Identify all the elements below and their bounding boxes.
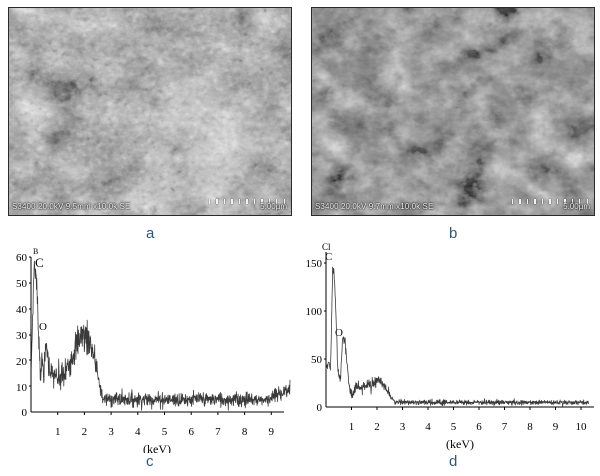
svg-text:8: 8	[242, 426, 248, 438]
svg-text:1: 1	[349, 421, 355, 433]
svg-text:3: 3	[108, 426, 114, 438]
svg-text:2: 2	[82, 426, 88, 438]
svg-text:9: 9	[553, 421, 559, 433]
svg-text:20: 20	[16, 356, 28, 368]
svg-text:10: 10	[576, 421, 588, 433]
svg-text:0: 0	[22, 407, 28, 419]
svg-text:3: 3	[400, 421, 406, 433]
svg-text:C: C	[325, 251, 332, 263]
svg-text:100: 100	[306, 306, 323, 318]
svg-text:5: 5	[451, 421, 457, 433]
svg-text:50: 50	[16, 278, 28, 290]
svg-text:(keV): (keV)	[143, 442, 171, 453]
svg-text:0: 0	[317, 402, 323, 414]
svg-text:5: 5	[162, 426, 168, 438]
svg-text:6: 6	[188, 426, 194, 438]
svg-text:(keV): (keV)	[446, 437, 474, 451]
svg-text:150: 150	[306, 258, 323, 270]
svg-text:4: 4	[135, 426, 141, 438]
svg-text:10: 10	[16, 382, 28, 394]
svg-text:4: 4	[425, 421, 431, 433]
svg-text:7: 7	[215, 426, 221, 438]
svg-text:7: 7	[502, 421, 508, 433]
svg-text:C: C	[35, 255, 44, 270]
svg-text:50: 50	[311, 354, 323, 366]
svg-text:2: 2	[374, 421, 380, 433]
svg-text:1: 1	[55, 426, 61, 438]
svg-text:9: 9	[269, 426, 275, 438]
svg-text:30: 30	[16, 330, 28, 342]
svg-text:60: 60	[16, 252, 28, 264]
svg-text:O: O	[39, 321, 47, 333]
svg-text:6: 6	[476, 421, 482, 433]
svg-text:40: 40	[16, 304, 28, 316]
svg-text:8: 8	[527, 421, 533, 433]
